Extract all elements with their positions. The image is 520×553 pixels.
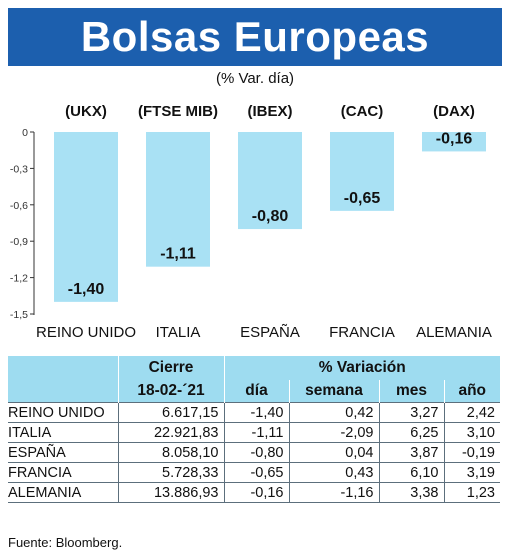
y-tick-label: -0,9 [10, 236, 28, 248]
bar [330, 132, 394, 211]
cell-ano: 2,42 [443, 402, 500, 423]
table-subheader-dia: día [223, 380, 289, 403]
table-subheader-mes: mes [378, 380, 444, 403]
bar [54, 132, 118, 302]
cell-cierre: 22.921,83 [117, 422, 224, 443]
page-subtitle: (% Var. día) [215, 70, 295, 87]
ticker-label: (CAC) [341, 103, 384, 120]
table-subheader-empty [8, 380, 118, 403]
category-label: ESPAÑA [240, 324, 300, 341]
bar-chart: 0 -0,3 -0,6 -0,9 -1,2 -1,5 (UKX) -1,40 REINO UNI… [10, 103, 492, 341]
cell-ano: -0,19 [443, 442, 500, 463]
cell-semana: -2,09 [288, 422, 379, 443]
cell-dia: -1,11 [223, 422, 289, 443]
cell-name: ALEMANIA [8, 484, 82, 501]
ticker-label: (IBEX) [248, 103, 293, 120]
cell-mes: 3,38 [378, 482, 444, 503]
cell-cierre: 6.617,15 [117, 402, 224, 423]
bar [238, 132, 302, 230]
table-subheader-ano: año [443, 380, 500, 403]
category-label: ITALIA [156, 324, 201, 341]
category-label: FRANCIA [329, 324, 395, 341]
table-row: ITALIA 22.921,83 -1,11 -2,09 6,25 3,10 [8, 422, 500, 443]
table-header-empty [8, 356, 118, 380]
source-note: Fuente: Bloomberg. [8, 535, 123, 550]
page-title: Bolsas Europeas [8, 8, 502, 66]
cell-semana: 0,04 [288, 442, 379, 463]
cell-name: ESPAÑA [8, 444, 66, 461]
y-tick-label: -0,3 [10, 163, 28, 175]
y-tick-label: -1,5 [10, 309, 28, 321]
bar [422, 132, 486, 152]
ticker-label: (FTSE MIB) [138, 103, 218, 120]
cell-mes: 3,27 [378, 402, 444, 423]
cell-mes: 6,25 [378, 422, 444, 443]
cell-mes: 6,10 [378, 462, 444, 483]
category-label: ALEMANIA [416, 324, 492, 341]
cell-name: FRANCIA [8, 464, 72, 481]
cell-dia: -0,65 [223, 462, 289, 483]
ticker-label: (UKX) [65, 103, 107, 120]
cell-dia: -0,16 [223, 482, 289, 503]
bar-value-label: -1,40 [68, 281, 105, 298]
y-tick-label: -1,2 [10, 273, 28, 285]
table-row: FRANCIA 5.728,33 -0,65 0,43 6,10 3,19 [8, 462, 500, 483]
table-subheader-date: 18-02-´21 [117, 380, 224, 403]
cell-mes: 3,87 [378, 442, 444, 463]
cell-semana: 0,42 [288, 402, 379, 423]
cell-ano: 3,19 [443, 462, 500, 483]
bar-value-label: -1,11 [160, 246, 196, 263]
cell-ano: 1,23 [443, 482, 500, 503]
ticker-label: (DAX) [433, 103, 475, 120]
cell-name: ITALIA [8, 424, 52, 441]
table-row: ESPAÑA 8.058,10 -0,80 0,04 3,87 -0,19 [8, 442, 500, 463]
bar [146, 132, 210, 267]
data-table: Cierre % Variación 18-02-´21 día semana … [8, 356, 500, 503]
y-tick-label: 0 [22, 127, 28, 139]
cell-dia: -1,40 [223, 402, 289, 423]
table-header-variacion: % Variación [223, 356, 500, 380]
cell-semana: -1,16 [288, 482, 379, 503]
cell-name: REINO UNIDO [8, 404, 105, 421]
table-subheader-semana: semana [288, 380, 379, 403]
cell-semana: 0,43 [288, 462, 379, 483]
cell-cierre: 8.058,10 [117, 442, 224, 463]
table-header-cierre: Cierre [117, 356, 224, 380]
category-label: REINO UNIDO [36, 324, 136, 341]
cell-cierre: 13.886,93 [117, 482, 224, 503]
table-row: ALEMANIA 13.886,93 -0,16 -1,16 3,38 1,23 [8, 482, 500, 503]
bar-value-label: -0,80 [252, 208, 289, 225]
cell-cierre: 5.728,33 [117, 462, 224, 483]
y-tick-label: -0,6 [10, 200, 28, 212]
table-row: REINO UNIDO 6.617,15 -1,40 0,42 3,27 2,4… [8, 402, 500, 423]
cell-dia: -0,80 [223, 442, 289, 463]
cell-ano: 3,10 [443, 422, 500, 443]
bar-value-label: -0,16 [436, 130, 473, 147]
bar-value-label: -0,65 [344, 190, 381, 207]
